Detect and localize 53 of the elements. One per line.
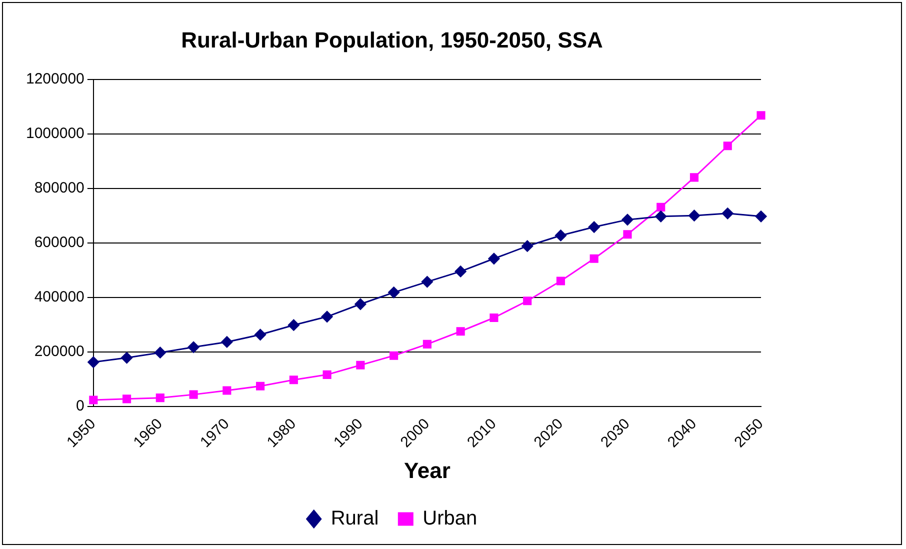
- x-axis-title: Year: [404, 458, 451, 483]
- point: [588, 221, 600, 233]
- point: [256, 382, 265, 390]
- point: [522, 240, 534, 252]
- point: [454, 266, 466, 278]
- point: [154, 346, 166, 358]
- point: [89, 396, 98, 404]
- point: [422, 340, 432, 348]
- point: [254, 328, 266, 340]
- point: [221, 336, 233, 348]
- point: [421, 276, 433, 288]
- y-tick-label: 400000: [34, 288, 84, 306]
- point: [488, 252, 500, 264]
- point: [623, 230, 632, 239]
- y-tick-label: 800000: [34, 180, 84, 196]
- y-tick-label: 200000: [34, 342, 84, 360]
- point: [222, 386, 232, 395]
- y-tick-label: 0: [76, 397, 84, 414]
- point: [121, 352, 133, 364]
- point: [390, 351, 398, 360]
- legend-label: Rural: [330, 508, 379, 530]
- legend-label: Urban: [422, 508, 478, 530]
- y-tick-label: 600000: [34, 234, 84, 251]
- point: [590, 254, 598, 263]
- point: [321, 310, 333, 322]
- point: [490, 313, 498, 322]
- point: [622, 214, 634, 226]
- point: [523, 296, 532, 306]
- point: [656, 202, 666, 212]
- point: [88, 356, 100, 368]
- point: [289, 376, 298, 384]
- point: [688, 210, 700, 222]
- point: [189, 390, 198, 399]
- point: [356, 360, 365, 370]
- point: [655, 210, 667, 222]
- point: [554, 230, 566, 242]
- point: [690, 173, 699, 182]
- point: [122, 394, 132, 404]
- point: [556, 276, 566, 286]
- point: [755, 210, 767, 222]
- point: [188, 341, 200, 353]
- point: [456, 327, 465, 336]
- point: [722, 208, 734, 220]
- chart-title: Rural-Urban Population, 1950-2050, SSA: [181, 27, 604, 52]
- point: [322, 370, 332, 379]
- y-tick-label: 1000000: [26, 125, 84, 142]
- y-tick-label: 1200000: [26, 70, 84, 88]
- point: [156, 394, 164, 402]
- point: [288, 319, 300, 331]
- point: [756, 111, 766, 120]
- point: [388, 286, 400, 298]
- point: [354, 298, 366, 310]
- point: [723, 142, 732, 150]
